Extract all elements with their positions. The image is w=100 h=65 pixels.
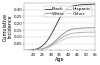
Black — [70, 6, 71, 7]
Black — [91, 4, 92, 5]
Hispanic — [31, 50, 32, 51]
White — [91, 27, 92, 28]
Black — [94, 4, 95, 5]
Black — [80, 4, 81, 5]
Hispanic — [38, 49, 39, 50]
Hispanic — [70, 33, 71, 34]
Other — [34, 50, 36, 51]
White — [70, 29, 71, 30]
Line: Hispanic: Hispanic — [24, 32, 95, 50]
Other — [84, 36, 85, 37]
Black — [48, 38, 50, 39]
Other — [77, 36, 78, 37]
Black — [41, 46, 42, 47]
White — [87, 27, 88, 28]
Other — [62, 39, 64, 40]
White — [24, 50, 25, 51]
Line: Black: Black — [24, 4, 95, 50]
White — [62, 33, 64, 34]
Black — [24, 50, 25, 51]
Other — [94, 36, 95, 37]
Hispanic — [24, 50, 25, 51]
Hispanic — [52, 44, 53, 45]
Hispanic — [27, 50, 28, 51]
Hispanic — [77, 32, 78, 33]
White — [45, 47, 46, 48]
Black — [38, 48, 39, 49]
Legend: Black, White, Hispanic, Other: Black, White, Hispanic, Other — [44, 6, 92, 17]
Y-axis label: Cumulative
Incidence: Cumulative Incidence — [3, 13, 13, 41]
Other — [45, 48, 46, 49]
Other — [31, 50, 32, 51]
Other — [55, 43, 57, 44]
Black — [73, 5, 74, 6]
Other — [41, 49, 42, 50]
Other — [87, 36, 88, 37]
Hispanic — [84, 32, 85, 33]
Hispanic — [80, 32, 81, 33]
Other — [52, 45, 53, 46]
Black — [84, 4, 85, 5]
Other — [80, 36, 81, 37]
Line: Other: Other — [24, 36, 95, 50]
White — [52, 43, 53, 44]
White — [38, 49, 39, 50]
White — [77, 28, 78, 29]
Black — [34, 49, 36, 50]
White — [59, 36, 60, 37]
Hispanic — [48, 46, 50, 47]
Other — [70, 37, 71, 38]
Line: White: White — [24, 28, 95, 50]
Black — [87, 4, 88, 5]
Hispanic — [73, 33, 74, 34]
White — [94, 27, 95, 28]
Other — [27, 50, 28, 51]
Black — [77, 5, 78, 6]
White — [41, 48, 42, 49]
Black — [55, 25, 57, 26]
White — [27, 50, 28, 51]
White — [66, 31, 67, 32]
White — [55, 40, 57, 41]
Other — [66, 38, 67, 39]
X-axis label: Age: Age — [55, 57, 64, 62]
Black — [59, 18, 60, 19]
Other — [59, 41, 60, 42]
Black — [27, 50, 28, 51]
Hispanic — [62, 36, 64, 37]
Hispanic — [87, 32, 88, 33]
White — [31, 50, 32, 51]
Other — [91, 36, 92, 37]
Hispanic — [91, 32, 92, 33]
Other — [24, 50, 25, 51]
Other — [48, 47, 50, 48]
Hispanic — [59, 39, 60, 40]
Other — [73, 36, 74, 37]
